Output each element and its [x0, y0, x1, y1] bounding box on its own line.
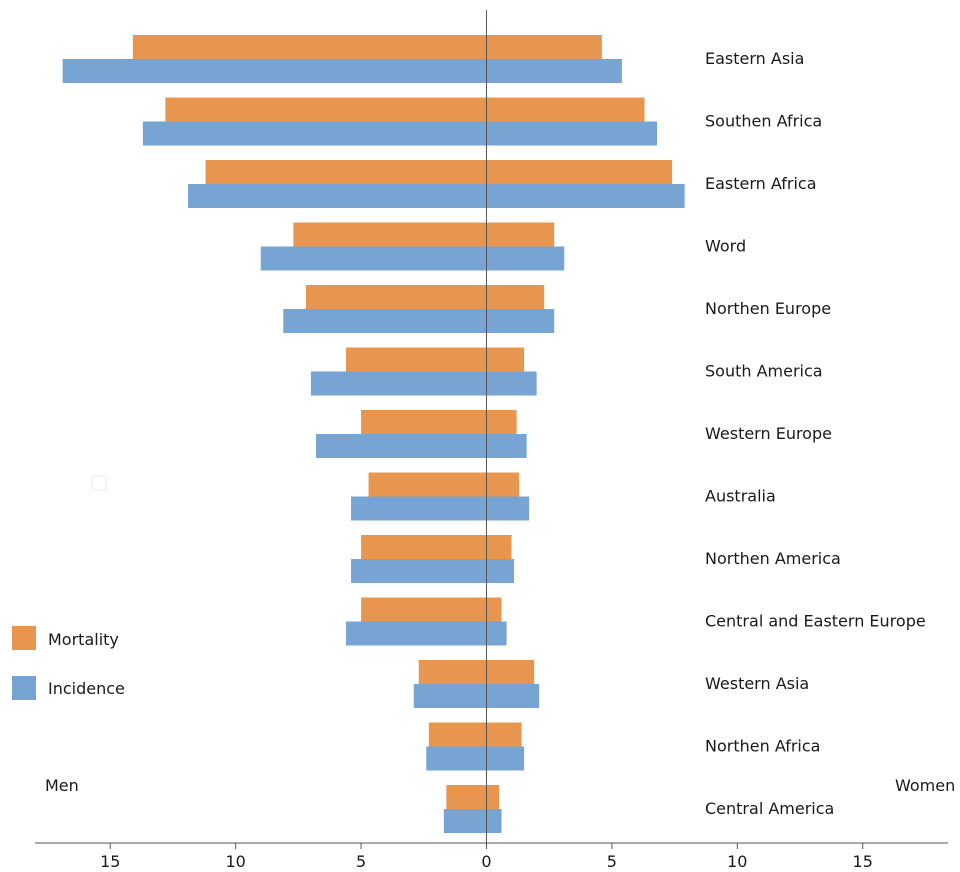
bar-men-incidence-eastern-asia	[62, 59, 487, 83]
bar-men-incidence-central-america	[443, 809, 487, 833]
bar-women-mortality-australia	[486, 472, 520, 497]
bar-women-incidence-northen-europe	[486, 309, 555, 333]
bar-men-mortality-eastern-asia	[132, 35, 487, 59]
bar-women-incidence-south-america	[486, 371, 537, 396]
bar-women-incidence-central-america	[486, 809, 502, 833]
bar-men-mortality-eastern-africa	[205, 160, 487, 184]
x-tick-label: 5	[356, 852, 366, 871]
bar-women-incidence-australia	[486, 496, 530, 521]
bar-men-incidence-south-america	[310, 371, 487, 396]
x-tick-label: 10	[225, 852, 245, 871]
bar-women-incidence-southen-africa	[486, 121, 658, 146]
bar-men-incidence-northen-america	[351, 559, 487, 583]
category-label: Western Europe	[705, 424, 832, 443]
bar-men-incidence-western-asia	[413, 684, 487, 708]
bar-women-mortality-southen-africa	[486, 97, 645, 122]
category-labels: Eastern Asia Southen Africa Eastern Africa…	[705, 49, 926, 818]
men-label: Men	[45, 776, 79, 795]
bar-men-mortality-northen-europe	[305, 285, 487, 309]
x-tick-label: 10	[727, 852, 747, 871]
bar-women-mortality-central-and-eastern-europe	[486, 597, 502, 622]
legend-mortality-label: Mortality	[48, 630, 119, 649]
stray-marker	[91, 475, 107, 491]
category-label: Eastern Asia	[705, 49, 804, 68]
bar-men-mortality-northen-america	[361, 535, 487, 559]
category-label: Southen Africa	[705, 112, 822, 131]
bar-women-incidence-northen-america	[486, 559, 515, 583]
legend-incidence-label: Incidence	[48, 679, 125, 698]
bar-women-incidence-eastern-asia	[486, 59, 622, 83]
bar-men-mortality-word	[293, 222, 487, 247]
category-label: Northen Africa	[705, 737, 820, 756]
bar-women-mortality-central-america	[486, 785, 500, 809]
category-label: Australia	[705, 487, 776, 506]
bars	[62, 35, 685, 833]
bar-men-mortality-western-europe	[361, 410, 487, 434]
bar-women-incidence-northen-africa	[486, 746, 525, 771]
bar-women-mortality-word	[486, 222, 555, 247]
bar-men-incidence-australia	[351, 496, 487, 521]
bar-men-mortality-southen-africa	[165, 97, 487, 122]
category-label: Northen America	[705, 549, 841, 568]
bar-men-mortality-central-america	[446, 785, 487, 809]
bar-men-mortality-central-and-eastern-europe	[361, 597, 487, 622]
bar-men-incidence-northen-africa	[426, 746, 487, 771]
bar-men-mortality-south-america	[346, 347, 487, 372]
category-label: Western Asia	[705, 674, 809, 693]
women-label: Women	[895, 776, 955, 795]
bar-men-mortality-northen-africa	[428, 722, 487, 747]
bar-women-incidence-western-asia	[486, 684, 540, 708]
legend-incidence-swatch	[12, 676, 36, 700]
bar-men-incidence-eastern-africa	[188, 184, 487, 208]
bar-women-mortality-eastern-asia	[486, 35, 602, 59]
bar-men-incidence-northen-europe	[283, 309, 487, 333]
bar-women-incidence-western-europe	[486, 434, 527, 458]
bar-men-mortality-australia	[368, 472, 487, 497]
legend-mortality-swatch	[12, 626, 36, 650]
bar-women-mortality-northen-europe	[486, 285, 545, 309]
bar-women-incidence-eastern-africa	[486, 184, 685, 208]
legend: Mortality Incidence	[12, 626, 125, 700]
category-label: South America	[705, 362, 823, 381]
bar-women-mortality-western-asia	[486, 660, 535, 684]
category-label: Word	[705, 237, 746, 256]
bar-women-mortality-northen-africa	[486, 722, 522, 747]
bar-men-mortality-western-asia	[418, 660, 487, 684]
bar-women-mortality-eastern-africa	[486, 160, 673, 184]
bar-men-incidence-word	[260, 246, 487, 271]
bar-women-mortality-south-america	[486, 347, 525, 372]
x-tick-label: 15	[853, 852, 873, 871]
category-label: Central and Eastern Europe	[705, 612, 926, 631]
category-label: Central America	[705, 799, 834, 818]
bar-women-mortality-western-europe	[486, 410, 517, 434]
x-tick-label: 0	[481, 852, 491, 871]
category-label: Eastern Africa	[705, 174, 817, 193]
bar-men-incidence-central-and-eastern-europe	[346, 621, 487, 646]
x-tick-label: 5	[607, 852, 617, 871]
category-label: Northen Europe	[705, 299, 831, 318]
bar-women-incidence-central-and-eastern-europe	[486, 621, 507, 646]
x-axis-ticks: 15 10 5 0 5 10 15	[100, 843, 873, 871]
bar-women-mortality-northen-america	[486, 535, 512, 559]
bar-men-incidence-southen-africa	[142, 121, 487, 146]
bar-women-incidence-word	[486, 246, 565, 271]
x-tick-label: 15	[100, 852, 120, 871]
bar-men-incidence-western-europe	[315, 434, 487, 458]
